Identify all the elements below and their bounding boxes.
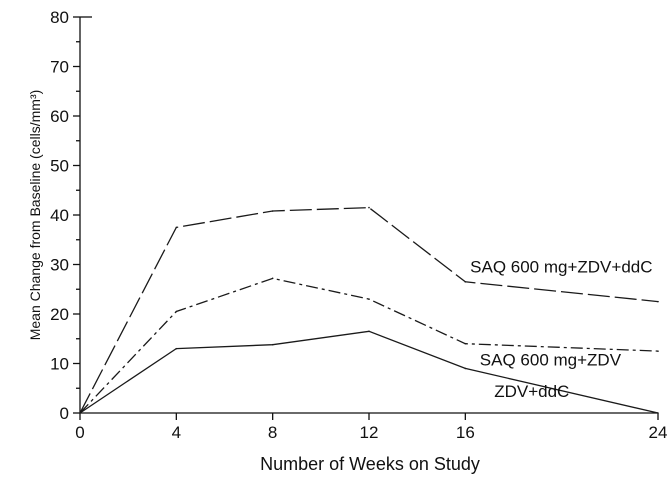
series-label-2: SAQ 600 mg+ZDV	[480, 350, 622, 369]
series-line-3	[79, 330, 659, 414]
x-tick-label: 16	[456, 423, 475, 442]
series-3-point	[657, 412, 659, 414]
x-tick-label: 4	[172, 423, 181, 442]
y-tick-label: 80	[50, 8, 69, 27]
series-lines	[79, 206, 659, 414]
series-2-point	[464, 342, 467, 345]
series-3-point	[79, 412, 81, 414]
series-1-point	[175, 226, 178, 229]
series-1-point	[464, 281, 467, 283]
series-label-3: ZDV+ddC	[494, 382, 569, 401]
series-labels: SAQ 600 mg+ZDV+ddC SAQ 600 mg+ZDV ZDV+ddC	[470, 257, 652, 401]
series-label-1: SAQ 600 mg+ZDV+ddC	[470, 257, 652, 276]
series-3-point	[368, 330, 370, 333]
series-2-point	[657, 350, 659, 352]
x-tick-label: 24	[649, 423, 668, 442]
y-tick-label: 30	[50, 256, 69, 275]
series-1-point	[271, 210, 274, 212]
series-2-point	[368, 298, 370, 300]
series-2-point	[175, 310, 178, 313]
series-1-point	[657, 300, 659, 303]
series-2-point	[271, 277, 274, 280]
series-line-2	[79, 277, 659, 414]
y-tick-label: 0	[60, 404, 69, 423]
ticks: 0 10 20 30 40 50 60 70 80 0 4 8 12 16 24	[50, 8, 667, 442]
y-axis-label: Mean Change from Baseline (cells/mm³)	[27, 90, 43, 341]
x-tick-label: 0	[75, 423, 84, 442]
series-3-point	[175, 347, 178, 350]
y-tick-label: 60	[50, 107, 69, 126]
y-tick-label: 10	[50, 355, 69, 374]
y-tick-label: 20	[50, 305, 69, 324]
y-tick-label: 70	[50, 58, 69, 77]
series-line-1	[79, 206, 659, 414]
x-tick-label: 12	[360, 423, 379, 442]
series-1-point	[368, 206, 370, 209]
y-tick-label: 40	[50, 206, 69, 225]
y-tick-label: 50	[50, 157, 69, 176]
x-axis-label: Number of Weeks on Study	[260, 454, 480, 474]
x-tick-label: 8	[268, 423, 277, 442]
series-3-point	[271, 343, 274, 346]
series-3-point	[464, 367, 467, 370]
